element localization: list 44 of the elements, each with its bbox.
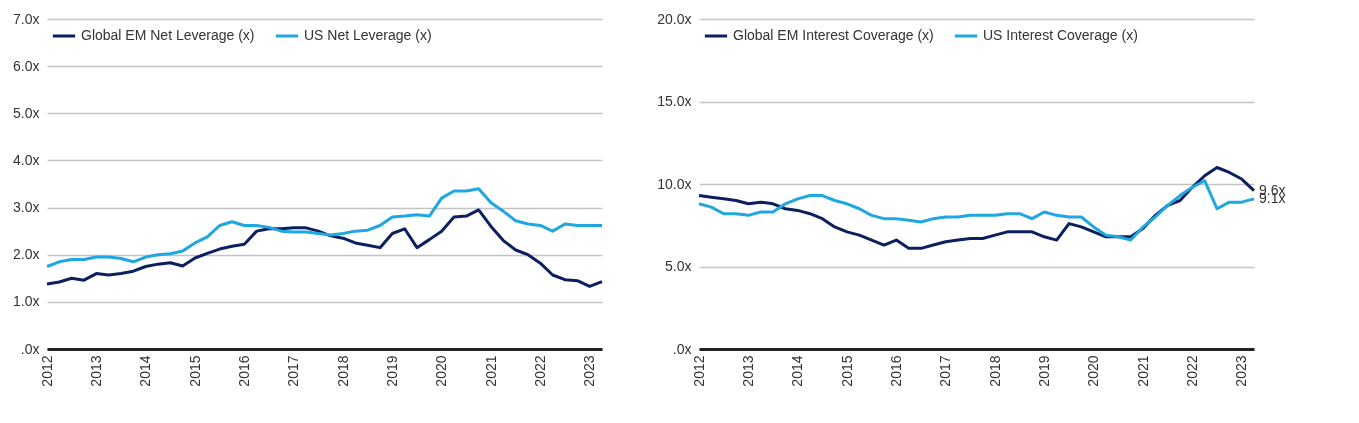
x-tick-label: 2018 (986, 355, 1003, 387)
x-tick-label: 2020 (1085, 355, 1102, 387)
x-tick-label: 2020 (433, 355, 450, 387)
y-tick-label: 2.0x (13, 246, 40, 263)
y-tick-label: 1.0x (13, 293, 40, 310)
y-tick-label: 3.0x (13, 199, 40, 216)
y-tick-label: 6.0x (13, 57, 40, 74)
x-tick-label: 2019 (383, 355, 400, 387)
y-tick-label: 7.0x (13, 10, 40, 27)
legend-label: US Interest Coverage (x) (983, 27, 1138, 43)
x-tick-label: 2016 (235, 355, 252, 387)
x-tick-label: 2015 (838, 355, 855, 387)
x-tick-label: 2017 (937, 355, 954, 387)
y-tick-label: .0x (672, 340, 692, 357)
x-tick-label: 2013 (87, 355, 104, 387)
y-tick-label: 10.0x (657, 175, 692, 192)
x-tick-label: 2016 (887, 355, 904, 387)
x-tick-label: 2023 (581, 355, 598, 387)
legend-label: Global EM Interest Coverage (x) (733, 27, 934, 43)
x-tick-label: 2012 (690, 355, 707, 387)
legend-label: US Net Leverage (x) (304, 27, 432, 43)
x-tick-label: 2022 (531, 355, 548, 387)
x-tick-label: 2012 (38, 355, 55, 387)
x-tick-label: 2014 (789, 355, 806, 387)
y-tick-label: 5.0x (13, 104, 40, 121)
y-tick-label: 4.0x (13, 151, 40, 168)
x-tick-label: 2018 (334, 355, 351, 387)
x-tick-label: 2021 (482, 355, 499, 387)
line-series (697, 179, 1256, 242)
x-tick-label: 2022 (1183, 355, 1200, 387)
line-series (45, 187, 604, 268)
legend-label: Global EM Net Leverage (x) (81, 27, 255, 43)
y-tick-label: 20.0x (657, 10, 692, 27)
y-tick-label: .0x (20, 340, 40, 357)
y-tick-label: 5.0x (665, 258, 692, 274)
x-tick-label: 2023 (1233, 355, 1250, 387)
x-tick-label: 2013 (739, 355, 756, 387)
y-tick-label: 15.0x (657, 93, 692, 109)
x-tick-label: 2015 (186, 355, 203, 387)
x-tick-label: 2021 (1134, 355, 1151, 387)
x-tick-label: 2014 (137, 355, 154, 387)
line-series (45, 208, 604, 288)
x-tick-label: 2017 (285, 355, 302, 387)
x-tick-label: 2019 (1035, 355, 1052, 387)
